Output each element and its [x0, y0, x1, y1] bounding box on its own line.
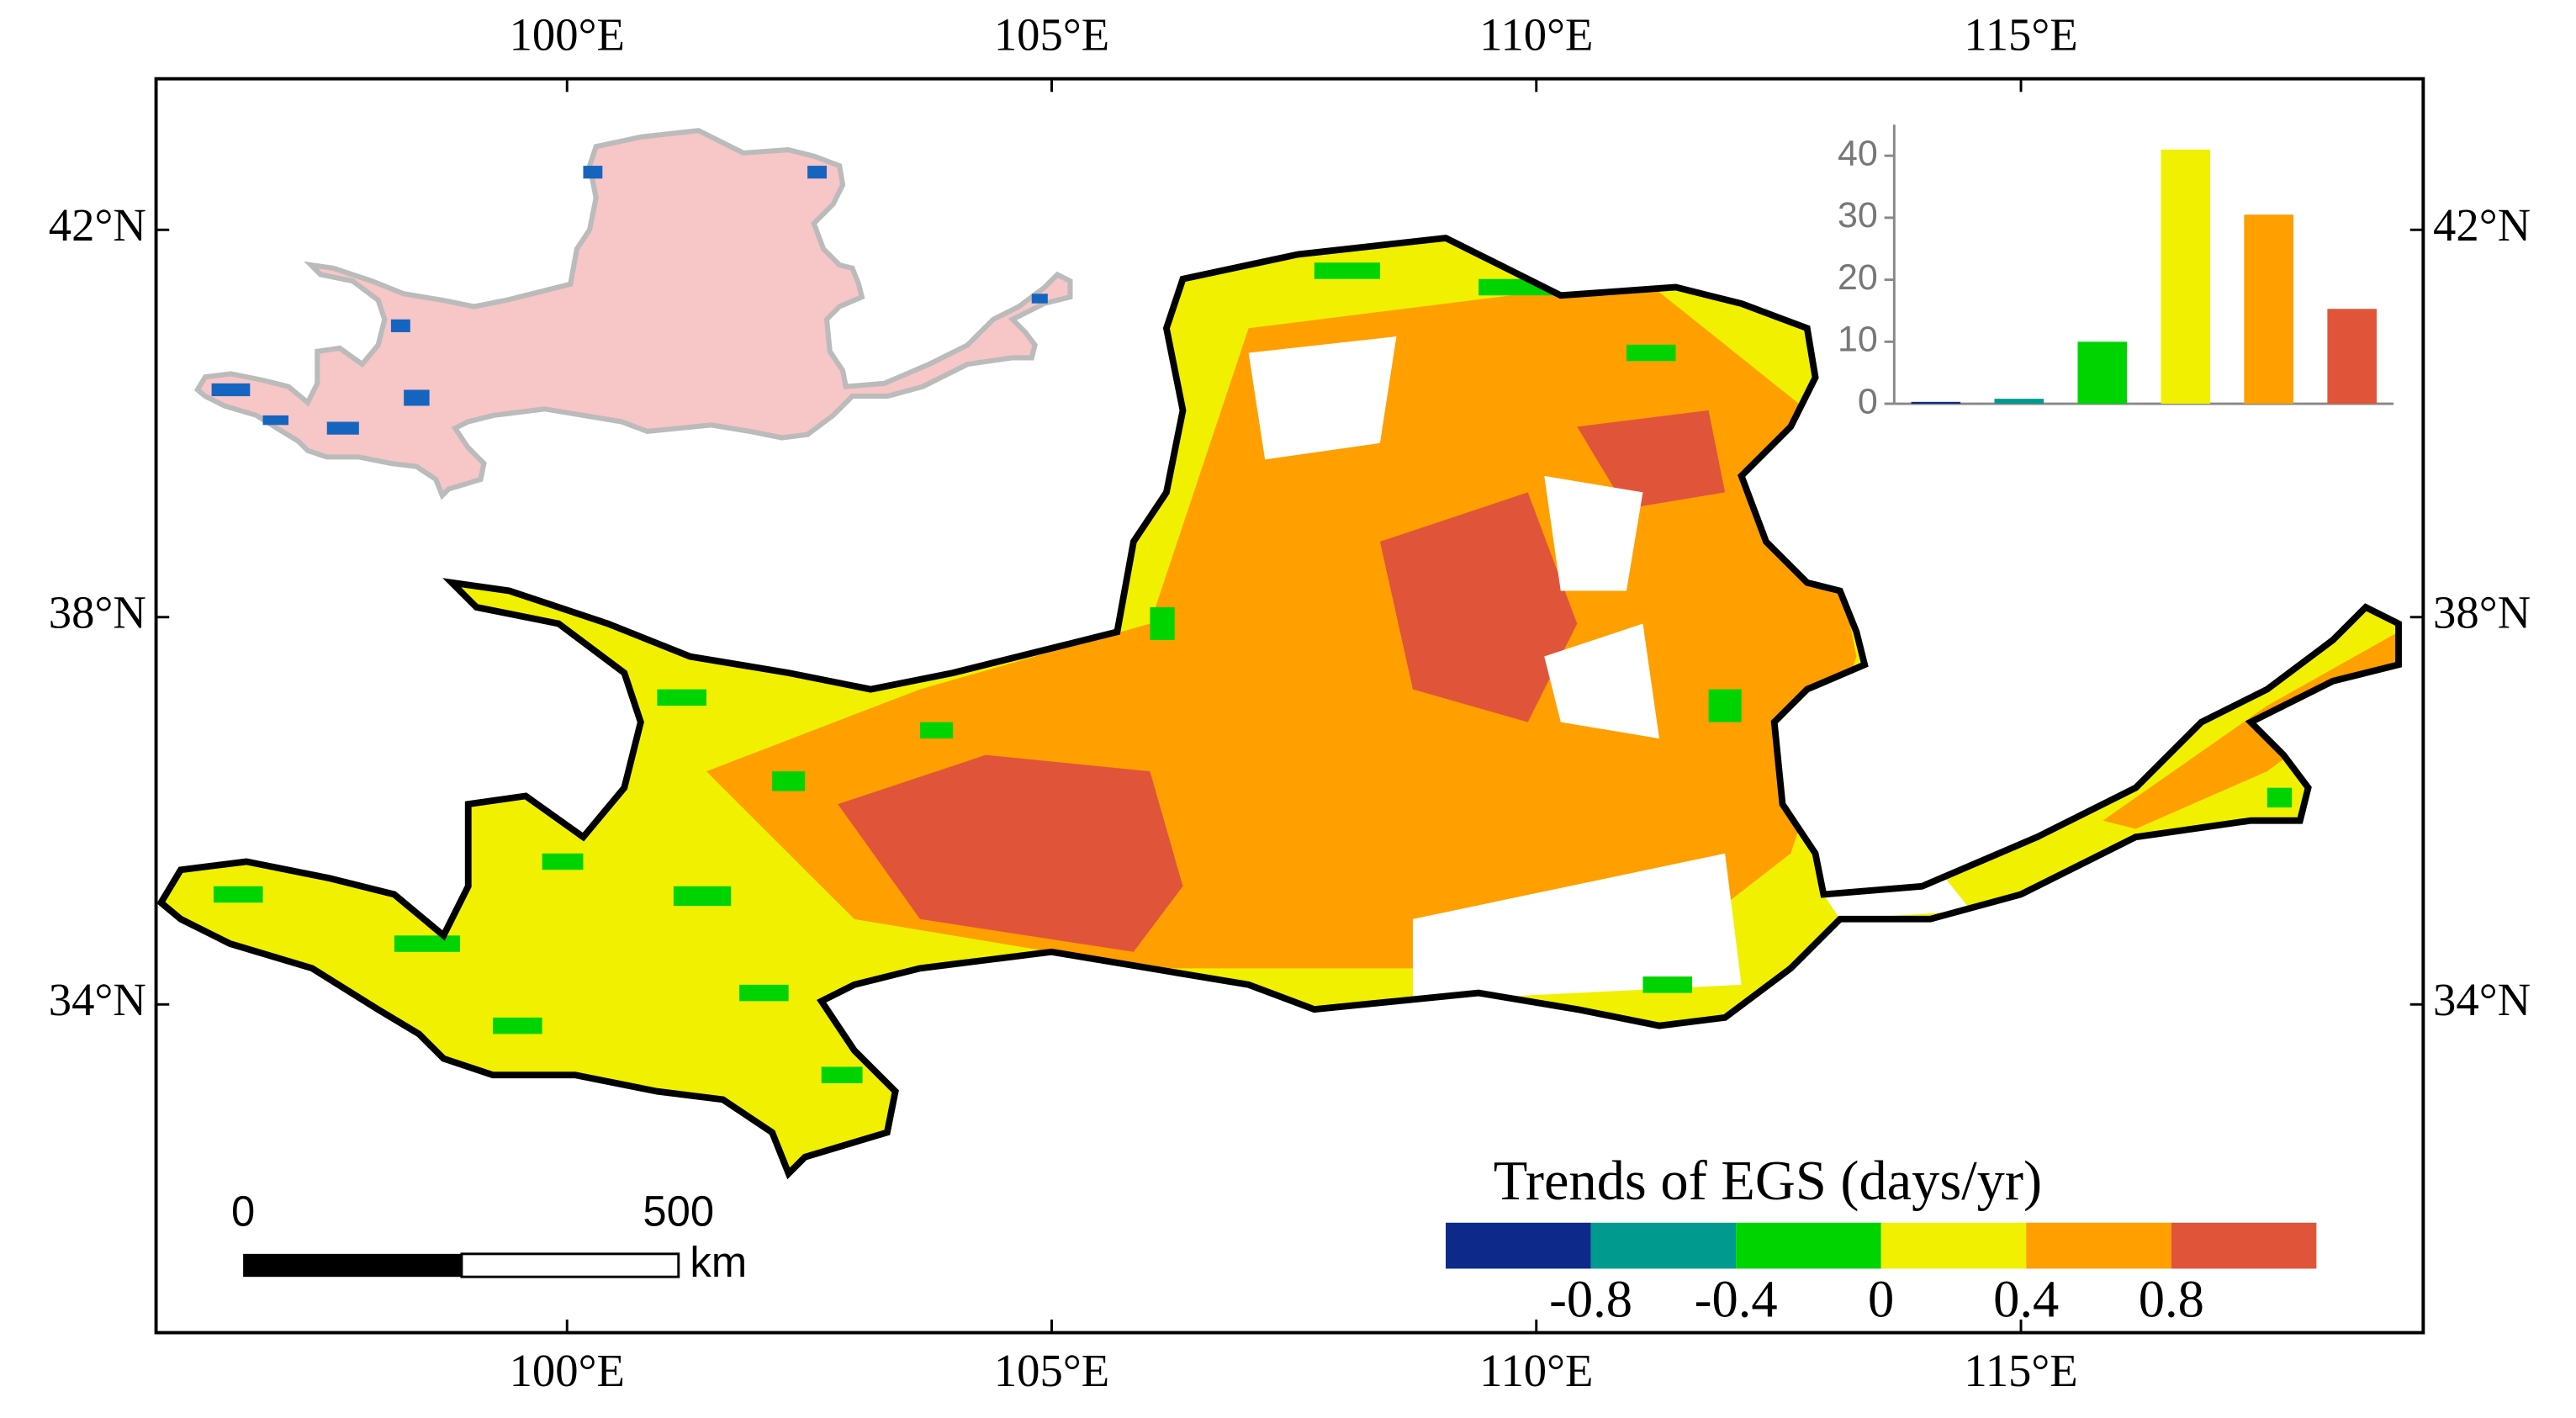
legend-label: 0 — [1868, 1270, 1894, 1329]
lon-label: 110°E — [1479, 1345, 1593, 1396]
lon-label: 115°E — [1964, 8, 2077, 60]
bar — [2077, 341, 2128, 405]
lat-label: 42°N — [49, 199, 146, 251]
lat-label: 34°N — [2433, 974, 2531, 1025]
inset-tick-label: 40 — [1838, 134, 1878, 174]
legend-swatch — [1446, 1222, 1591, 1269]
scale-bar-white — [460, 1252, 680, 1278]
trend-raster — [161, 237, 2399, 1174]
lat-label: 38°N — [49, 586, 146, 638]
legend-label: 0.8 — [2139, 1270, 2204, 1329]
bar — [2244, 214, 2294, 405]
inset-tick-label: 20 — [1838, 257, 1878, 298]
lat-label: 34°N — [49, 974, 146, 1025]
legend-swatch — [2026, 1222, 2171, 1269]
bar — [2327, 309, 2377, 405]
lon-label: 115°E — [1964, 1345, 2077, 1396]
lon-label: 100°E — [510, 8, 625, 60]
legend-label: 0.4 — [1993, 1270, 2059, 1329]
bar — [1994, 399, 2044, 405]
inset-map — [198, 130, 1071, 495]
lat-label: 38°N — [2433, 586, 2531, 638]
legend-swatch — [1880, 1222, 2027, 1269]
inset-tick-label: 30 — [1838, 195, 1878, 235]
inset-tick-label: 0 — [1858, 381, 1878, 421]
legend-swatch — [1736, 1222, 1881, 1269]
lon-label: 105°E — [994, 1345, 1109, 1396]
legend-title: Trends of EGS (days/yr) — [1494, 1151, 2042, 1212]
scale-bar-black — [243, 1253, 462, 1278]
scale-label: 500 — [643, 1187, 714, 1235]
lat-label: 42°N — [2433, 199, 2531, 251]
scale-label: 0 — [231, 1187, 255, 1235]
legend-label: -0.4 — [1695, 1270, 1778, 1329]
lon-label: 100°E — [510, 1345, 625, 1396]
lon-label: 105°E — [994, 8, 1109, 60]
lon-label: 110°E — [1479, 8, 1593, 60]
bar — [2161, 149, 2211, 405]
inset-tick-label: 10 — [1838, 320, 1878, 360]
legend-label: -0.8 — [1549, 1270, 1632, 1329]
map-frame — [154, 77, 2425, 1335]
legend-swatch — [2171, 1222, 2317, 1269]
scale-unit: km — [690, 1238, 747, 1286]
legend-swatch — [1590, 1222, 1737, 1269]
inset-chart — [1892, 124, 2394, 405]
bar — [1911, 401, 1961, 405]
